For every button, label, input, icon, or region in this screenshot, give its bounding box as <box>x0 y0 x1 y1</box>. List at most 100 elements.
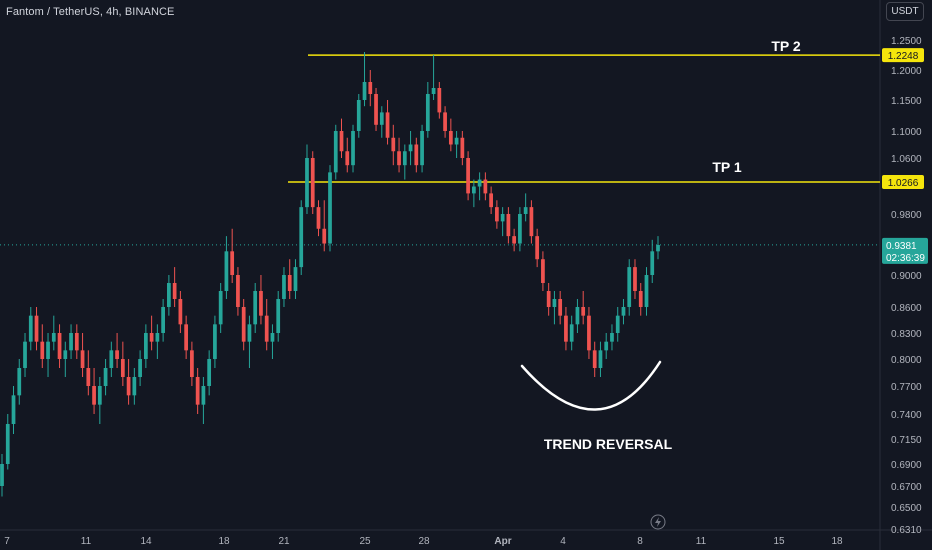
candle-body <box>483 179 488 194</box>
candle-body <box>28 315 33 342</box>
date-tick-label: 4 <box>560 536 566 547</box>
candle-body <box>610 333 614 342</box>
candle-body <box>385 112 390 138</box>
currency-button[interactable]: USDT <box>886 2 924 21</box>
candle-body <box>638 291 643 307</box>
candle-body <box>454 137 459 145</box>
date-tick-label: 8 <box>637 536 643 547</box>
price-tick-label: 0.9000 <box>891 271 922 282</box>
candle-body <box>627 267 632 307</box>
price-tick-label: 0.6310 <box>891 525 922 536</box>
candle-body <box>621 307 626 316</box>
countdown-label: 02:36:39 <box>886 253 925 264</box>
candle-body <box>587 315 591 351</box>
candle-body <box>448 131 453 145</box>
candle-body <box>51 333 56 342</box>
candle-body <box>523 207 528 214</box>
candle-body <box>195 377 200 405</box>
candle-body <box>11 395 16 424</box>
candle-body <box>126 377 131 396</box>
candle-body <box>132 377 137 396</box>
candle-body <box>339 131 344 152</box>
candle-body <box>650 251 655 275</box>
date-axis: 7 11 14 18 21 25 28 Apr 4 8 11 15 18 <box>4 536 843 547</box>
candle-body <box>115 350 119 359</box>
candle-body <box>362 82 367 100</box>
candle-body <box>201 386 206 405</box>
level-price-tag <box>882 175 924 189</box>
candle-body <box>604 341 609 351</box>
price-tick-label: 1.0600 <box>891 154 922 165</box>
date-tick-label: 28 <box>418 536 430 547</box>
date-tick-label: 7 <box>4 536 10 547</box>
lightning-icon-bolt <box>655 517 661 527</box>
candle-body <box>333 131 338 173</box>
candle-body <box>466 158 470 194</box>
candle-body <box>471 186 476 194</box>
price-tick-label: 1.2000 <box>891 66 922 77</box>
symbol-title: Fantom / TetherUS, 4h, BINANCE <box>6 6 175 18</box>
candle-body <box>259 291 263 316</box>
candle-body <box>460 137 465 158</box>
candle-body <box>92 386 96 405</box>
candle-body <box>230 251 235 275</box>
date-tick-label: 18 <box>831 536 843 547</box>
candle-body <box>299 207 304 268</box>
candle-body <box>316 207 321 229</box>
candle-body <box>437 88 442 113</box>
candle-body <box>224 251 229 291</box>
candle-body <box>293 267 298 291</box>
candle-body <box>80 350 85 368</box>
candle-body <box>644 275 649 307</box>
date-tick-label: 15 <box>773 536 785 547</box>
candle-body <box>615 315 620 333</box>
candle-body <box>575 307 580 325</box>
level-price-label: 1.2248 <box>888 51 919 62</box>
candle-body <box>356 100 361 131</box>
candle-body <box>236 275 240 307</box>
date-tick-label: 21 <box>278 536 290 547</box>
price-tick-label: 0.7150 <box>891 435 922 446</box>
lightning-icon[interactable] <box>650 514 666 530</box>
candle-body <box>489 193 493 208</box>
candle-body <box>443 112 447 131</box>
candle-body <box>34 315 39 342</box>
tp1-annotation: TP 1 <box>712 159 742 175</box>
date-tick-label: 18 <box>218 536 230 547</box>
candle-body <box>598 350 603 368</box>
candle-body <box>518 214 522 244</box>
candle-body <box>57 333 62 359</box>
candle-body <box>420 131 424 166</box>
candle-body <box>408 144 413 152</box>
price-axis: 1.2500 1.2000 1.1500 1.1000 1.0600 0.9800 0.90… <box>891 36 922 536</box>
candle-body <box>178 299 183 325</box>
candle-body <box>161 307 165 333</box>
candle-body <box>109 350 114 368</box>
last-price-label: 0.9381 <box>886 241 917 252</box>
candle-body <box>529 207 534 237</box>
candle-body <box>546 291 551 307</box>
reversal-curve <box>520 360 662 411</box>
candle-body <box>63 350 68 359</box>
price-tick-label: 1.2500 <box>891 36 922 47</box>
date-tick-label: Apr <box>494 536 511 547</box>
candle-body <box>495 207 499 222</box>
candle-body <box>241 307 246 342</box>
date-tick-label: 25 <box>359 536 371 547</box>
candle-body <box>276 299 281 333</box>
candle-body <box>120 359 125 377</box>
candle-body <box>172 283 177 299</box>
candle-body <box>264 315 269 342</box>
candle-body <box>633 267 637 291</box>
price-tick-label: 0.6700 <box>891 482 922 493</box>
candle-body <box>155 333 160 342</box>
candle-body <box>190 350 194 377</box>
candle-body <box>477 179 482 187</box>
price-tick-label: 0.8000 <box>891 355 922 366</box>
price-tick-label: 0.7400 <box>891 410 922 421</box>
candle-body <box>368 82 373 94</box>
candle-body <box>500 214 505 222</box>
candle-body <box>506 214 511 237</box>
